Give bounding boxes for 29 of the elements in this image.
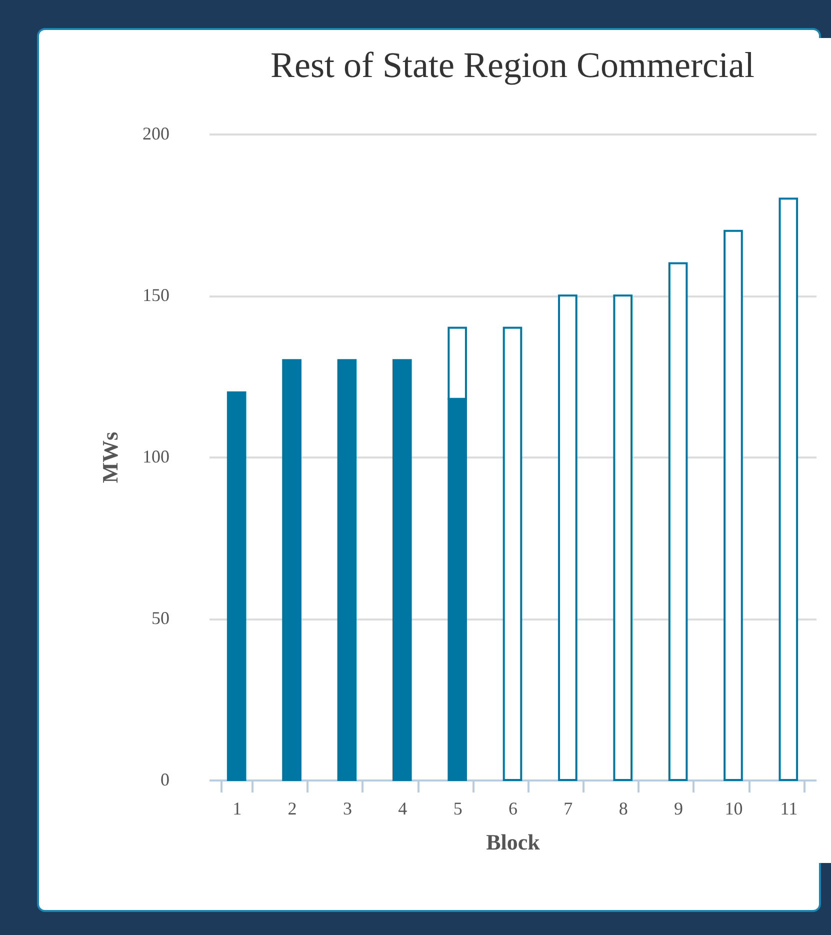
x-tick-label: 5 bbox=[453, 798, 462, 818]
bar bbox=[558, 294, 578, 781]
bar bbox=[724, 230, 743, 781]
bar bbox=[613, 294, 633, 781]
y-tick-label: 0 bbox=[160, 770, 170, 790]
y-tick-label: 100 bbox=[142, 446, 170, 466]
bar bbox=[392, 359, 412, 781]
x-tick-label: 3 bbox=[342, 798, 352, 818]
x-tick-label: 6 bbox=[508, 798, 518, 818]
bar bbox=[226, 391, 246, 781]
y-axis-title: MWs bbox=[98, 431, 122, 484]
y-tick-label: 200 bbox=[142, 124, 170, 144]
bar bbox=[502, 326, 522, 781]
bar bbox=[282, 359, 302, 781]
x-tick-label: 10 bbox=[724, 798, 743, 818]
x-tick-label: 4 bbox=[398, 798, 408, 818]
x-tick-label: 2 bbox=[288, 798, 297, 818]
x-tick-label: 9 bbox=[674, 798, 684, 818]
x-axis-title: Block bbox=[486, 830, 541, 854]
x-tick-label: 8 bbox=[618, 798, 628, 818]
y-tick-label: 50 bbox=[152, 608, 170, 628]
chart-title: Rest of State Region Commercial bbox=[270, 45, 754, 85]
y-tick-label: 150 bbox=[142, 285, 170, 305]
x-tick-label: 1 bbox=[232, 798, 242, 818]
bar bbox=[337, 359, 357, 781]
bar bbox=[778, 198, 798, 781]
bar bbox=[668, 262, 688, 781]
x-tick-label: 7 bbox=[564, 798, 573, 818]
x-tick-label: 11 bbox=[780, 798, 798, 818]
